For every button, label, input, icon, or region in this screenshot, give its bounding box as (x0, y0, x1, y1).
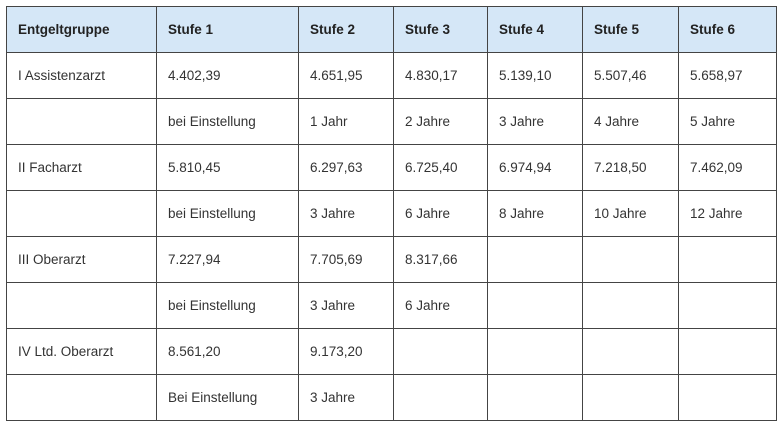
table-cell: 3 Jahre (298, 282, 394, 329)
table-row: bei Einstellung 1 Jahr 2 Jahre 3 Jahre 4 Jah… (6, 98, 777, 145)
table-cell: 9.173,20 (298, 328, 394, 375)
table-cell: 5.139,10 (487, 52, 583, 99)
empty-cell (6, 374, 157, 421)
empty-cell (582, 374, 679, 421)
table-cell: 6.725,40 (393, 144, 488, 191)
table-cell: 10 Jahre (582, 190, 679, 237)
table-cell: bei Einstellung (156, 190, 299, 237)
empty-cell (487, 328, 583, 375)
table-row: bei Einstellung 3 Jahre 6 Jahre 8 Jahre 10 J… (6, 190, 777, 237)
header-cell: Stufe 1 (156, 6, 299, 53)
table-row: III Oberarzt 7.227,94 7.705,69 8.317,66 (6, 236, 777, 283)
header-cell: Stufe 5 (582, 6, 679, 53)
table-cell: I Assistenzarzt (6, 52, 157, 99)
empty-cell (582, 236, 679, 283)
header-cell: Stufe 6 (678, 6, 777, 53)
table-cell: III Oberarzt (6, 236, 157, 283)
header-cell: Stufe 4 (487, 6, 583, 53)
table-row: bei Einstellung 3 Jahre 6 Jahre (6, 282, 777, 329)
empty-cell (582, 328, 679, 375)
empty-cell (582, 282, 679, 329)
header-cell: Stufe 3 (393, 6, 488, 53)
table-cell: 3 Jahre (487, 98, 583, 145)
table-cell: 5.810,45 (156, 144, 299, 191)
empty-cell (6, 282, 157, 329)
table-cell: 12 Jahre (678, 190, 777, 237)
empty-cell (6, 190, 157, 237)
table-cell: Bei Einstellung (156, 374, 299, 421)
table-cell: 7.462,09 (678, 144, 777, 191)
table-cell: 7.227,94 (156, 236, 299, 283)
table-row: II Facharzt 5.810,45 6.297,63 6.725,40 6.974… (6, 144, 777, 191)
empty-cell (487, 282, 583, 329)
empty-cell (6, 98, 157, 145)
table-cell: 8.561,20 (156, 328, 299, 375)
empty-cell (678, 374, 777, 421)
table-body: I Assistenzarzt 4.402,39 4.651,95 4.830,17 5… (6, 52, 777, 421)
table-cell: 5.507,46 (582, 52, 679, 99)
table-row: IV Ltd. Oberarzt 8.561,20 9.173,20 (6, 328, 777, 375)
empty-cell (678, 282, 777, 329)
salary-table: Entgeltgruppe Stufe 1 Stufe 2 Stufe 3 Stufe … (6, 6, 777, 421)
empty-cell (393, 374, 488, 421)
table-cell: bei Einstellung (156, 282, 299, 329)
table-row: I Assistenzarzt 4.402,39 4.651,95 4.830,17 5… (6, 52, 777, 99)
header-cell: Stufe 2 (298, 6, 394, 53)
table-cell: 3 Jahre (298, 374, 394, 421)
table-cell: 8 Jahre (487, 190, 583, 237)
table-cell: 7.218,50 (582, 144, 679, 191)
empty-cell (487, 236, 583, 283)
empty-cell (678, 236, 777, 283)
table-cell: 4 Jahre (582, 98, 679, 145)
empty-cell (678, 328, 777, 375)
table-cell: 6.297,63 (298, 144, 394, 191)
empty-cell (487, 374, 583, 421)
table-cell: 4.651,95 (298, 52, 394, 99)
table-cell: 6.974,94 (487, 144, 583, 191)
table-cell: bei Einstellung (156, 98, 299, 145)
table-cell: 6 Jahre (393, 190, 488, 237)
table-cell: 4.830,17 (393, 52, 488, 99)
header-row: Entgeltgruppe Stufe 1 Stufe 2 Stufe 3 Stufe … (6, 6, 777, 53)
table-cell: II Facharzt (6, 144, 157, 191)
table-cell: IV Ltd. Oberarzt (6, 328, 157, 375)
table-cell: 5.658,97 (678, 52, 777, 99)
table-row: Bei Einstellung 3 Jahre (6, 374, 777, 421)
table-cell: 5 Jahre (678, 98, 777, 145)
empty-cell (393, 328, 488, 375)
table-header: Entgeltgruppe Stufe 1 Stufe 2 Stufe 3 Stufe … (6, 6, 777, 53)
table-cell: 2 Jahre (393, 98, 488, 145)
table-cell: 3 Jahre (298, 190, 394, 237)
table-cell: 1 Jahr (298, 98, 394, 145)
table-cell: 4.402,39 (156, 52, 299, 99)
table-cell: 6 Jahre (393, 282, 488, 329)
header-cell: Entgeltgruppe (6, 6, 157, 53)
table-cell: 7.705,69 (298, 236, 394, 283)
table-cell: 8.317,66 (393, 236, 488, 283)
